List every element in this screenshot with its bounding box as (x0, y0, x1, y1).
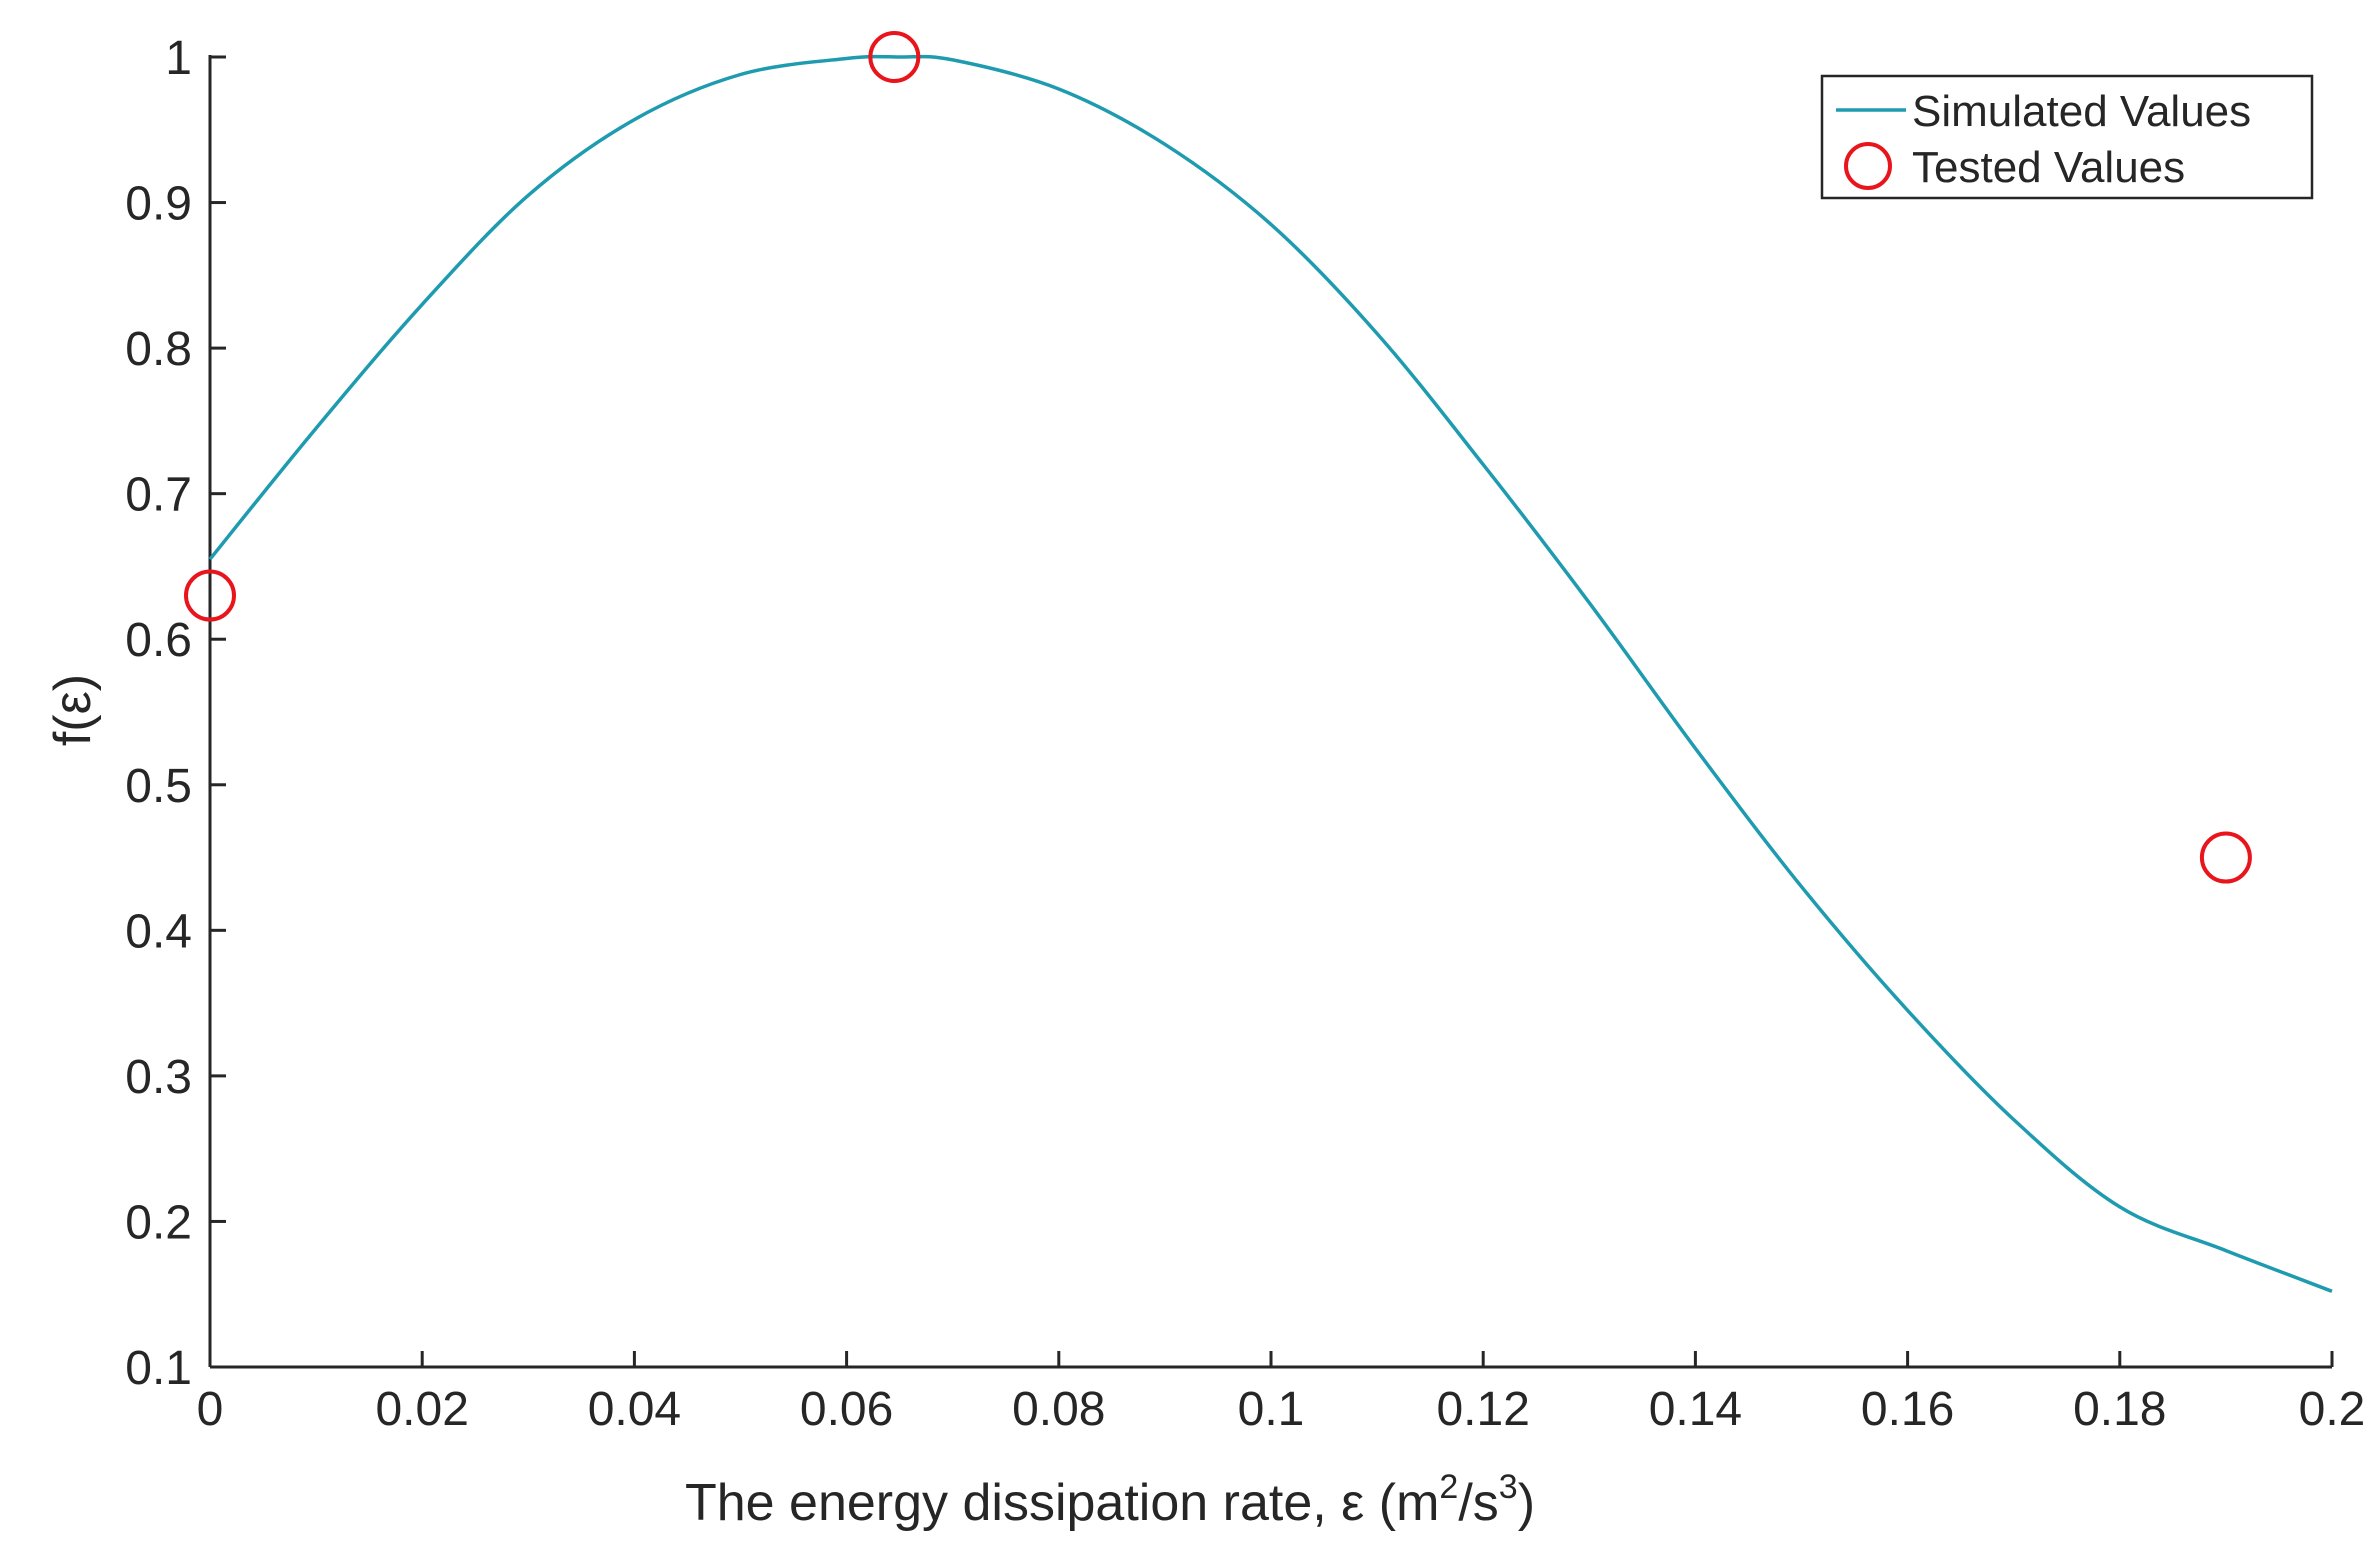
x-tick-label: 0.18 (2073, 1383, 2166, 1436)
y-tick-label: 0.9 (125, 178, 192, 231)
y-tick-label: 0.4 (125, 905, 192, 958)
y-tick-label: 0.1 (125, 1342, 192, 1395)
x-tick-label: 0.08 (1012, 1383, 1105, 1436)
x-tick-label: 0.14 (1649, 1383, 1742, 1436)
legend-label-tested: Tested Values (1912, 143, 2185, 192)
y-tick-label: 0.3 (125, 1051, 192, 1104)
y-ticks: 0.1 0.2 0.3 0.4 0.5 0.6 0.7 0.8 0.9 1 (125, 32, 226, 1395)
legend-box (1820, 74, 2314, 200)
x-tick-label: 0.02 (375, 1383, 468, 1436)
y-axis-title: f(ε) (44, 674, 102, 746)
y-tick-label: 0.6 (125, 614, 192, 667)
x-tick-label: 0 (197, 1383, 224, 1436)
x-axis-title-prefix: The energy dissipation rate, ε (m (685, 1474, 1439, 1532)
y-tick-label: 0.2 (125, 1196, 192, 1249)
y-tick-label: 1 (165, 32, 192, 85)
x-axis-title-sup2: 3 (1499, 1468, 1518, 1506)
y-tick-label: 0.5 (125, 760, 192, 813)
x-axis-title: The energy dissipation rate, ε (m2/s3) (685, 1468, 1535, 1532)
x-axis-title-middle: /s (1458, 1474, 1498, 1532)
x-tick-label: 0.12 (1436, 1383, 1529, 1436)
legend: Simulated Values Tested Values (1820, 74, 2314, 200)
y-tick-label: 0.8 (125, 323, 192, 376)
x-tick-label: 0.04 (588, 1383, 681, 1436)
y-tick-label: 0.7 (125, 469, 192, 522)
legend-label-simulated: Simulated Values (1912, 87, 2251, 136)
x-tick-label: 0.06 (800, 1383, 893, 1436)
x-axis-title-suffix: ) (1518, 1474, 1535, 1532)
x-tick-label: 0.1 (1238, 1383, 1305, 1436)
series-line-simulated (208, 54, 2333, 1293)
legend-marker-sample (1844, 142, 1892, 190)
x-tick-label: 0.2 (2299, 1383, 2366, 1436)
x-axis-title-sup1: 2 (1439, 1468, 1458, 1506)
series-layer (184, 31, 2333, 1293)
x-tick-label: 0.16 (1861, 1383, 1954, 1436)
x-ticks: 0 0.02 0.04 0.06 0.08 0.1 0.12 0.14 0.16 0.18 0.2 (197, 1351, 2366, 1436)
data-point-tested (184, 569, 236, 622)
data-point-tested (2199, 831, 2252, 884)
data-point-tested (868, 31, 921, 83)
